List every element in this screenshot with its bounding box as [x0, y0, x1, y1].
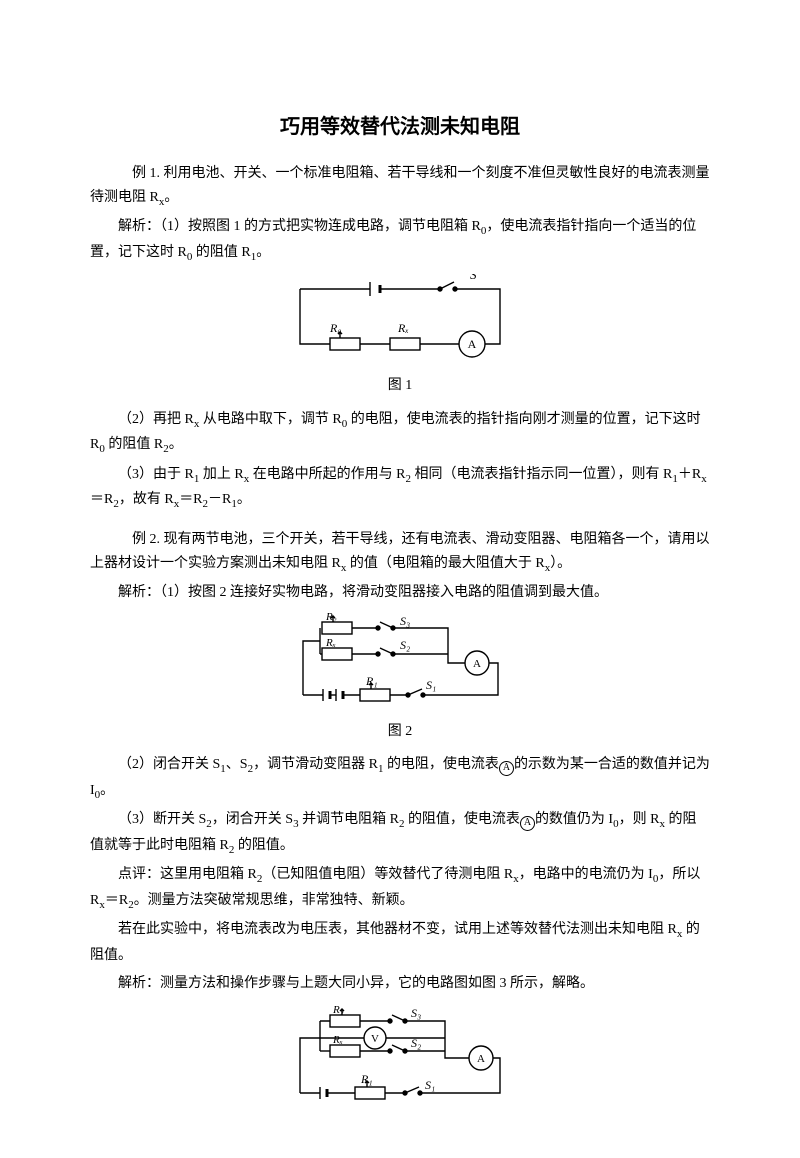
ex2-step2: （2）闭合开关 S1、S2，调节滑动变阻器 R1 的电阻，使电流表A的示数为某一… [90, 753, 710, 804]
t: 的数值仍为 I [535, 812, 613, 827]
t: （2）再把 R [118, 412, 194, 427]
label-S2: S₂ [411, 1036, 421, 1050]
t: （已知阻值电阻）等效替代了待测电阻 R [262, 867, 513, 882]
t: 、S [226, 757, 248, 772]
t: 的阻值 R [105, 437, 163, 452]
figure-2-caption: 图 2 [90, 720, 710, 744]
label-Rx: Rₓ [332, 1034, 343, 1046]
t: 点评：这里用电阻箱 R [118, 867, 257, 882]
ex2-lead: 例 2. 现有两节电池，三个开关，若干导线，还有电流表、滑动变阻器、电阻箱各一个… [90, 528, 710, 577]
label-R1: R₁ [360, 1072, 373, 1086]
label-S1: S₁ [426, 678, 436, 692]
label-S2: S₂ [400, 638, 410, 652]
ex2-analyze: 解析：（1）按图 2 连接好实物电路，将滑动变阻器接入电路的阻值调到最大值。 [90, 581, 710, 605]
t: 并调节电阻箱 R [299, 812, 399, 827]
figure-1-caption: 图 1 [90, 374, 710, 398]
ex1-step2: （2）再把 Rx 从电路中取下，调节 R0 的电阻，使电流表的指针指向刚才测量的… [90, 408, 710, 459]
label-R1: R₁ [365, 674, 378, 688]
label-S1: S₁ [425, 1078, 435, 1092]
t: 。 [169, 437, 183, 452]
label-S: S [470, 274, 477, 282]
t: 若在此实验中，将电流表改为电压表，其他器材不变，试用上述等效替代法测出未知电阻 … [118, 922, 677, 937]
label-Rx: Rₓ [397, 321, 409, 335]
t: （3）由于 R [118, 467, 194, 482]
t: ，故有 R [119, 492, 174, 507]
figure-2: A S₁ S₂ S₃ R₁ Rₓ R₂ [90, 613, 710, 714]
t: ，则 R [619, 812, 660, 827]
ex1-step3: （3）由于 R1 加上 Rx 在电路中所起的作用与 R2 相同（电流表指针指示同… [90, 463, 710, 514]
t: ，闭合开关 S [212, 812, 293, 827]
ex2-step3: （3）断开关 S2，闭合开关 S3 并调节电阻箱 R2 的阻值，使电流表A的数值… [90, 808, 710, 859]
label-S3: S₃ [400, 614, 410, 628]
ammeter-icon: A [499, 761, 514, 776]
t: 。 [256, 245, 270, 260]
figure-1: S A Rₓ R₀ [90, 274, 710, 368]
label-S3: S₃ [411, 1006, 421, 1020]
t: （3）断开关 S [118, 812, 206, 827]
label-R2: R₂ [332, 1004, 344, 1016]
ex2-comment2: 若在此实验中，将电流表改为电压表，其他器材不变，试用上述等效替代法测出未知电阻 … [90, 918, 710, 967]
t: ＝R [179, 492, 202, 507]
t: ，调节滑动变阻器 R [253, 757, 378, 772]
ex2-comment1: 点评：这里用电阻箱 R2（已知阻值电阻）等效替代了待测电阻 Rx，电路中的电流仍… [90, 863, 710, 914]
t: ＝R [90, 492, 113, 507]
t: 从电路中取下，调节 R [199, 412, 341, 427]
t: 解析：（1）按照图 1 的方式把实物连成电路，调节电阻箱 R [118, 219, 481, 234]
t: ＋R [678, 467, 701, 482]
figure-3: A V S₁ S₂ S₃ R₁ Rₓ R₂ [90, 1003, 710, 1112]
t: 例 1. 利用电池、开关、一个标准电阻箱、若干导线和一个刻度不准但灵敏性良好的电… [90, 166, 710, 205]
t: －R [208, 492, 231, 507]
label-Rx: Rₓ [325, 637, 336, 649]
t: ＝R [105, 893, 128, 908]
t: 的阻值。 [234, 838, 294, 853]
ammeter-icon: A [520, 816, 535, 831]
t: 在电路中所起的作用与 R [249, 467, 405, 482]
t: 。 [164, 190, 178, 205]
ex2-comment3: 解析：测量方法和操作步骤与上题大同小异，它的电路图如图 3 所示，解略。 [90, 972, 710, 996]
label-A: A [468, 337, 477, 351]
t: 相同（电流表指针指示同一位置），则有 R [411, 467, 672, 482]
t: 的阻值，使电流表 [404, 812, 520, 827]
ex1-lead: 例 1. 利用电池、开关、一个标准电阻箱、若干导线和一个刻度不准但灵敏性良好的电… [90, 162, 710, 211]
t: 加上 R [199, 467, 243, 482]
t: 。 [237, 492, 251, 507]
label-R0: R₀ [329, 321, 342, 335]
t: 。 [100, 783, 114, 798]
t: 的值（电阻箱的最大阻值大于 R [346, 556, 544, 571]
sub: x [701, 473, 707, 485]
label-A: A [473, 658, 481, 670]
label-R2: R₂ [325, 613, 337, 623]
t: 的电阻，使电流表 [383, 757, 499, 772]
t: ）。 [550, 556, 571, 571]
t: ，电路中的电流仍为 I [519, 867, 653, 882]
t: （2）闭合开关 S [118, 757, 220, 772]
t: 。测量方法突破常规思维，非常独特、新颖。 [134, 893, 414, 908]
label-V: V [371, 1033, 379, 1045]
page-title: 巧用等效替代法测未知电阻 [90, 110, 710, 144]
ex1-analyze: 解析：（1）按照图 1 的方式把实物连成电路，调节电阻箱 R0，使电流表指针指向… [90, 215, 710, 266]
t: 的阻值 R [192, 245, 250, 260]
label-A: A [477, 1053, 485, 1065]
